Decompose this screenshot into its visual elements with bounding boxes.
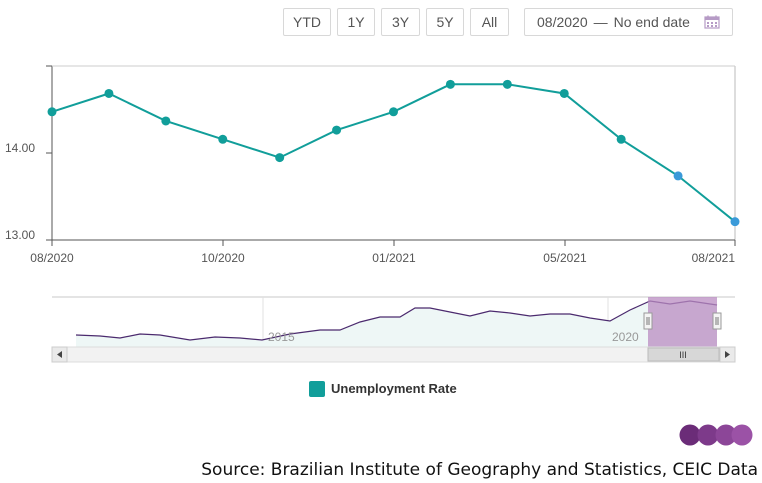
legend-item[interactable]: Unemployment Rate bbox=[309, 381, 457, 399]
data-point[interactable] bbox=[332, 125, 342, 135]
data-point[interactable] bbox=[730, 217, 740, 227]
x-axis: 08/2020 10/2020 01/2021 05/2021 08/2021 bbox=[30, 240, 736, 265]
date-to: No end date bbox=[613, 14, 690, 30]
source-caption: Source: Brazilian Institute of Geography… bbox=[201, 460, 758, 480]
data-point[interactable] bbox=[47, 107, 57, 117]
navigator-area bbox=[76, 301, 717, 347]
x-tick-label: 08/2020 bbox=[30, 251, 74, 265]
y-tick-label: 13.00 bbox=[5, 228, 35, 242]
range-3y-button[interactable]: 3Y bbox=[381, 8, 420, 36]
x-tick-label: 01/2021 bbox=[372, 251, 416, 265]
y-axis: 13.00 14.00 bbox=[5, 65, 52, 242]
date-separator: — bbox=[593, 14, 608, 30]
range-5y-button[interactable]: 5Y bbox=[426, 8, 464, 36]
data-point[interactable] bbox=[445, 79, 455, 89]
calendar-icon[interactable] bbox=[704, 15, 720, 29]
scrollbar-thumb[interactable]: III bbox=[647, 347, 720, 362]
scroll-right-button[interactable] bbox=[719, 346, 736, 363]
svg-text:III: III bbox=[679, 350, 687, 360]
navigator-handle-left[interactable] bbox=[643, 312, 653, 330]
date-from: 08/2020 bbox=[537, 14, 588, 30]
series-layer bbox=[47, 79, 740, 227]
data-point[interactable] bbox=[161, 116, 171, 126]
legend-swatch bbox=[309, 381, 325, 397]
navigator-label-2015: 2015 bbox=[268, 330, 295, 344]
date-range-picker[interactable]: 08/2020 — No end date bbox=[524, 8, 733, 36]
navigator-label-2020: 2020 bbox=[612, 330, 639, 344]
x-tick-label: 10/2020 bbox=[201, 251, 245, 265]
legend-label: Unemployment Rate bbox=[331, 381, 457, 396]
navigator-selection[interactable] bbox=[648, 297, 717, 347]
range-1y-button[interactable]: 1Y bbox=[337, 8, 375, 36]
navigator-handle-right[interactable] bbox=[712, 312, 722, 330]
data-point[interactable] bbox=[389, 107, 398, 117]
series-line bbox=[51, 83, 736, 223]
data-point[interactable] bbox=[218, 134, 228, 144]
scroll-left-button[interactable] bbox=[51, 346, 68, 363]
navigator-line bbox=[75, 300, 718, 341]
data-point[interactable] bbox=[104, 88, 114, 98]
x-tick-label: 05/2021 bbox=[543, 251, 587, 265]
data-point[interactable] bbox=[502, 79, 512, 89]
y-tick-label: 14.00 bbox=[5, 141, 35, 155]
data-point[interactable] bbox=[616, 134, 626, 144]
range-ytd-button[interactable]: YTD bbox=[283, 8, 331, 36]
plot-frame bbox=[51, 65, 736, 241]
scrollbar-track[interactable] bbox=[51, 346, 736, 363]
ceic-logo bbox=[679, 424, 753, 446]
navigator[interactable]: 2015 2020 III bbox=[0, 294, 762, 364]
data-point[interactable] bbox=[559, 88, 569, 98]
x-tick-label: 08/2021 bbox=[692, 251, 736, 265]
data-point[interactable] bbox=[275, 153, 285, 163]
line-chart: 13.00 14.00 08/2020 10/2020 01/2021 05/2… bbox=[5, 65, 740, 265]
data-point[interactable] bbox=[673, 171, 683, 181]
range-all-button[interactable]: All bbox=[470, 8, 509, 36]
